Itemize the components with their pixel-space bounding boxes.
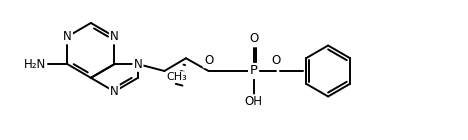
Text: CH₃: CH₃ [167,72,188,82]
Text: N: N [63,30,72,43]
Text: O: O [249,32,258,46]
Text: H₂N: H₂N [23,58,46,71]
Text: N: N [110,85,119,98]
Text: N: N [110,30,119,43]
Text: P: P [249,65,257,77]
Text: OH: OH [245,95,263,108]
Text: O: O [204,54,213,67]
Text: O: O [271,54,281,67]
Text: N: N [133,58,142,71]
